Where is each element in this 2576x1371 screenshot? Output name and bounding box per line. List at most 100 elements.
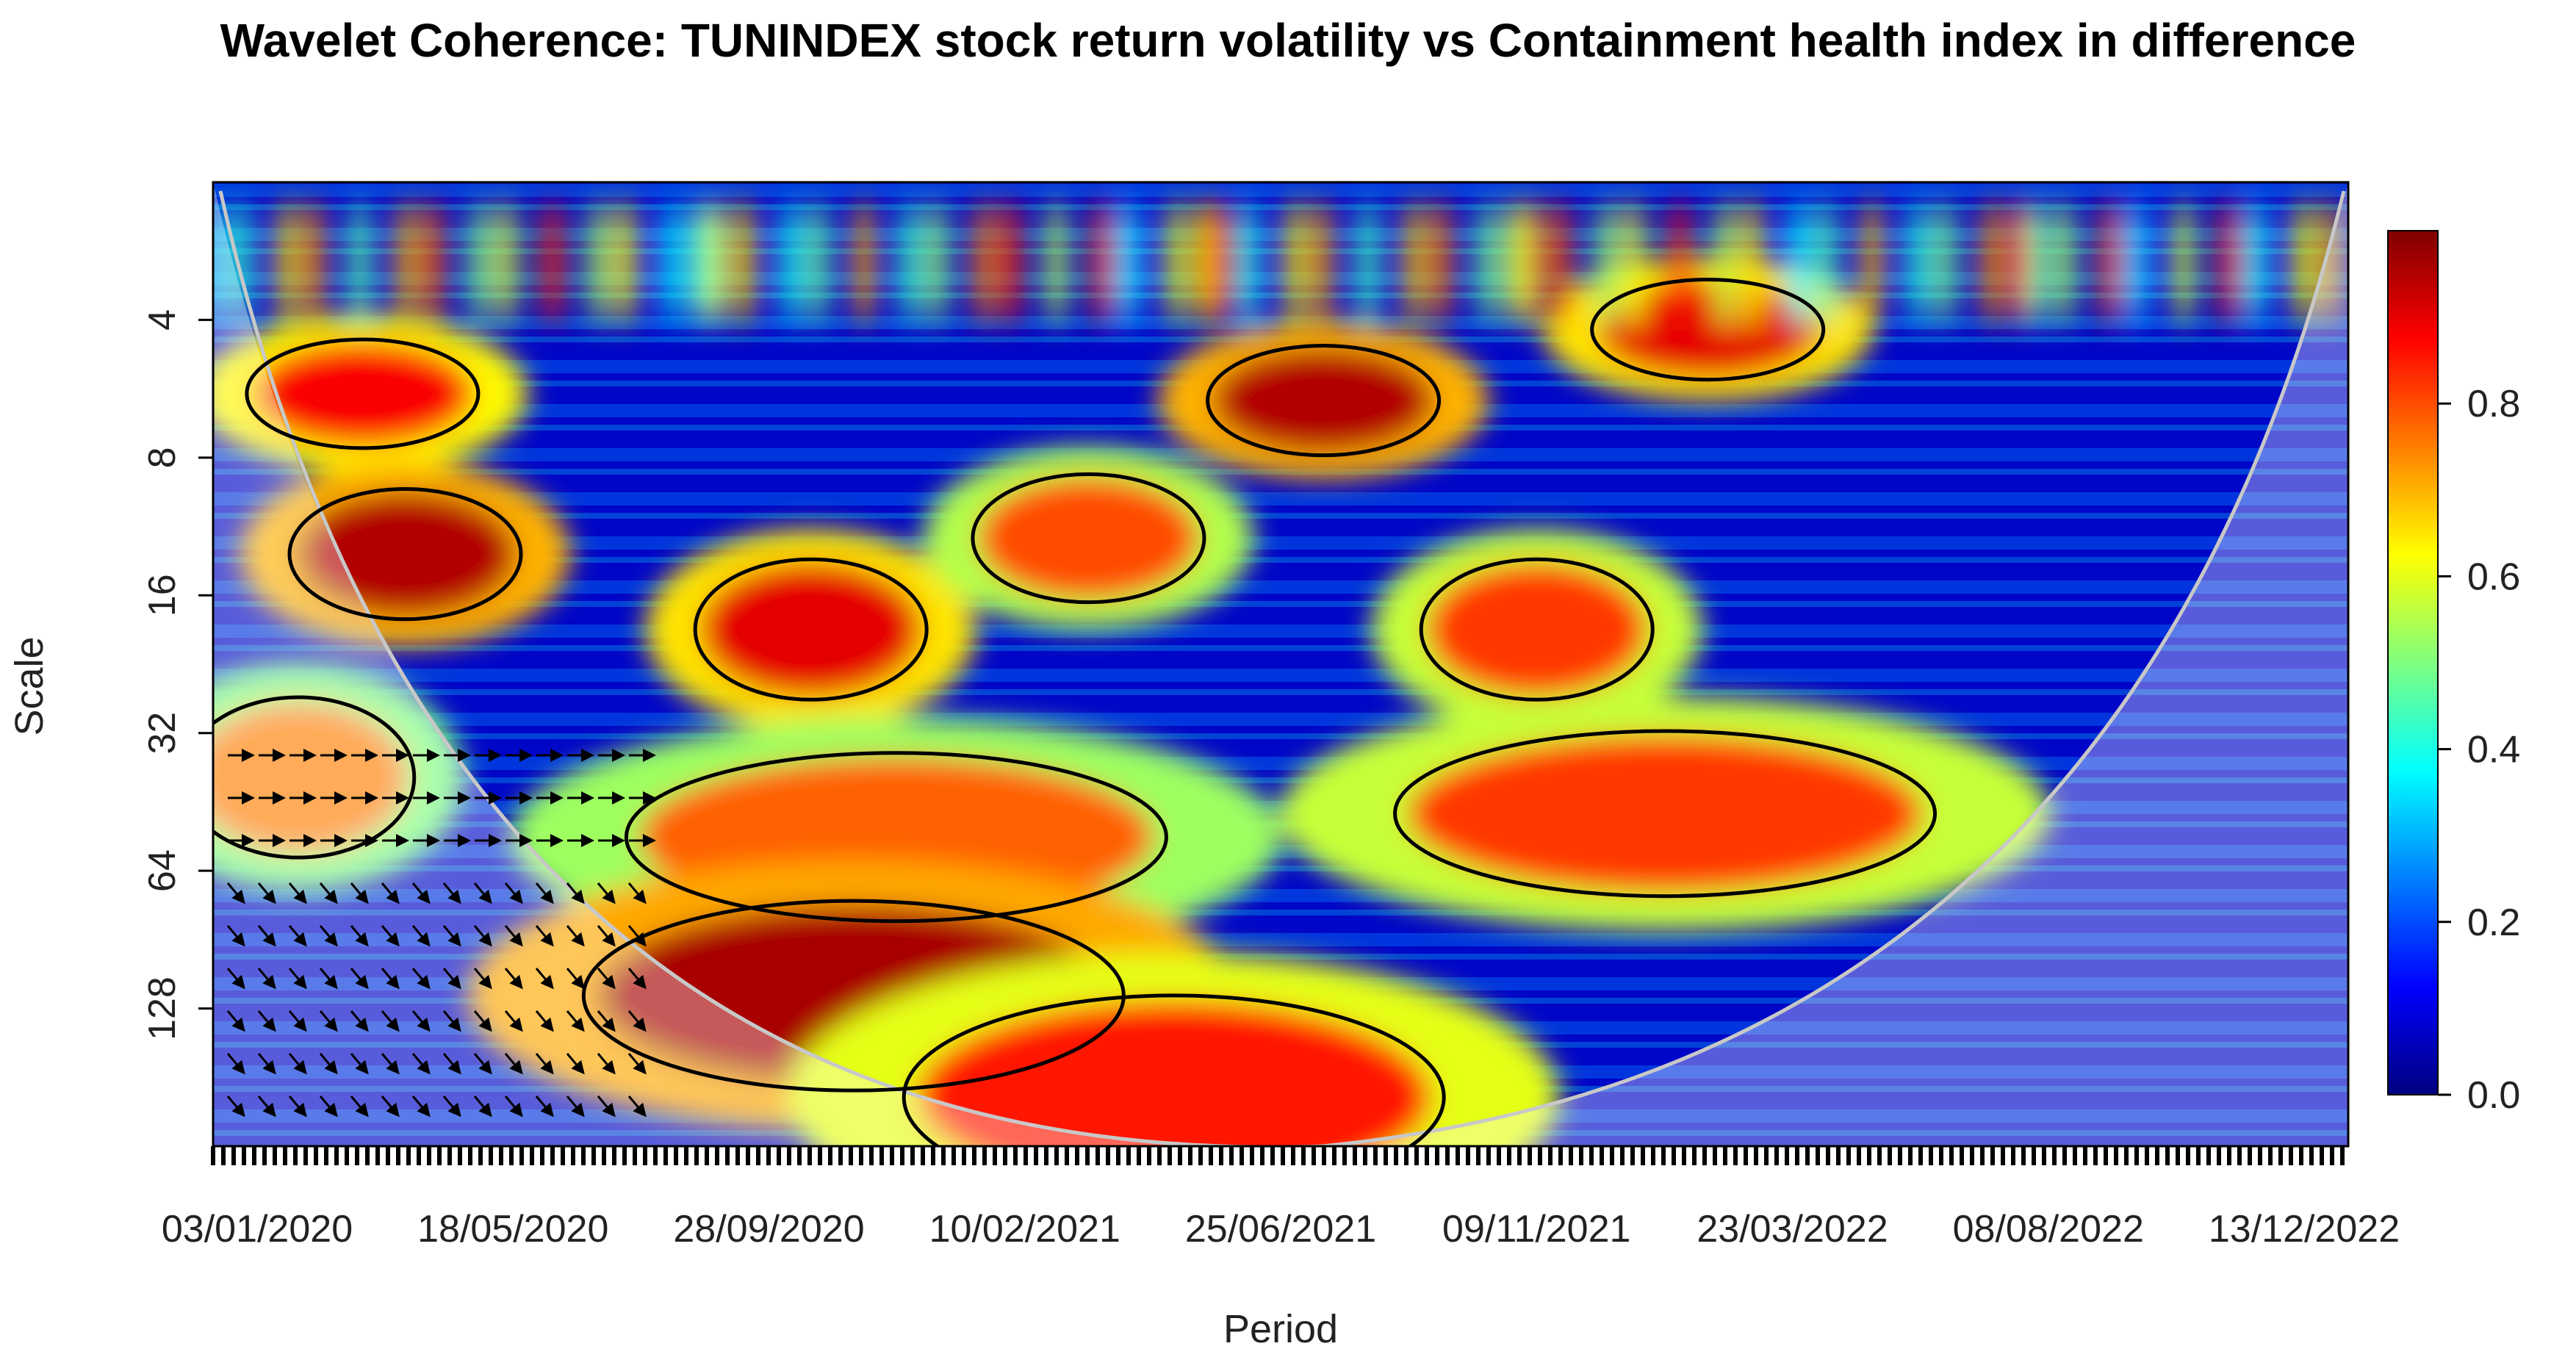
coherence-streak xyxy=(1742,196,1763,329)
phase-arrow xyxy=(566,882,585,904)
x-tick-label: 18/05/2020 xyxy=(417,1208,608,1251)
phase-arrow xyxy=(257,968,276,990)
coherence-streak xyxy=(2127,196,2148,329)
phase-arrow xyxy=(257,1010,276,1032)
phase-arrow xyxy=(442,968,461,990)
y-tick-label: 128 xyxy=(141,976,184,1040)
colorbar-tick-label: 0.4 xyxy=(2467,729,2520,771)
significance-contour xyxy=(1393,729,1938,899)
phase-arrow xyxy=(319,1095,338,1118)
coherence-streak xyxy=(2026,196,2047,329)
y-tick-label: 8 xyxy=(141,447,184,468)
phase-arrow xyxy=(566,1053,585,1075)
coherence-streak xyxy=(1935,196,1956,329)
phase-arrow xyxy=(350,1095,369,1118)
coherence-region xyxy=(295,492,516,616)
y-axis-label: Scale xyxy=(7,636,51,736)
coherence-streak xyxy=(395,196,416,329)
phase-arrow xyxy=(319,968,338,990)
coherence-streak xyxy=(1980,196,2001,329)
phase-arrow xyxy=(535,925,554,947)
coherence-streak xyxy=(1669,196,1690,329)
phase-arrow xyxy=(350,925,369,947)
coherence-streak xyxy=(2054,196,2075,329)
coherence-streak xyxy=(899,196,920,329)
phase-arrow xyxy=(288,925,307,947)
x-tick-label: 25/06/2021 xyxy=(1185,1208,1376,1251)
coherence-streak xyxy=(1595,196,1616,329)
coherence-streak xyxy=(1357,196,1378,329)
coherence-streak xyxy=(2173,196,2194,329)
significance-contour xyxy=(287,487,523,622)
coherence-streak xyxy=(1861,196,1882,329)
phase-arrow xyxy=(597,925,616,947)
significance-contour xyxy=(213,695,417,860)
phase-arrow xyxy=(627,925,647,947)
chart-title: Wavelet Coherence: TUNINDEX stock return… xyxy=(220,14,2356,67)
coherence-streak xyxy=(1119,196,1140,329)
phase-arrow xyxy=(226,882,245,904)
coherence-streak xyxy=(706,196,727,329)
phase-arrow xyxy=(257,1053,276,1075)
phase-arrow xyxy=(473,968,492,990)
phase-arrow xyxy=(535,882,554,904)
coherence-streak xyxy=(807,196,829,329)
phase-arrow xyxy=(442,1010,461,1032)
coherence-streak xyxy=(1091,196,1112,329)
heatmap-area xyxy=(213,182,2348,1146)
phase-arrow xyxy=(350,968,369,990)
coherence-streak xyxy=(853,196,874,329)
coherence-streak xyxy=(496,196,517,329)
colorbar-axis: 0.0 0.2 0.4 0.6 0.8 xyxy=(2438,383,2520,1117)
phase-arrow xyxy=(473,1095,492,1118)
coherence-streak xyxy=(2218,196,2239,329)
significance-contour xyxy=(1206,343,1442,458)
phase-arrow xyxy=(319,1053,338,1075)
phase-arrow xyxy=(473,925,492,947)
coherence-streak xyxy=(1550,196,1571,329)
coherence-streak xyxy=(1522,196,1543,329)
x-axis: 03/01/2020 18/05/2020 28/09/2020 10/02/2021… xyxy=(162,1208,2400,1251)
phase-arrow xyxy=(535,1095,554,1118)
coherence-streak xyxy=(1788,196,1809,329)
significance-contour xyxy=(1419,557,1655,702)
coherence-streak xyxy=(1403,196,1424,329)
phase-arrow xyxy=(627,1095,647,1118)
coherence-streak xyxy=(2292,196,2313,329)
coherence-streak xyxy=(1238,196,1259,329)
coherence-streak xyxy=(1210,196,1231,329)
coherence-streak xyxy=(542,196,563,329)
coherence-streak xyxy=(688,196,710,329)
coherence-streak xyxy=(1816,196,1837,329)
coherence-streak xyxy=(422,196,444,329)
phase-arrow xyxy=(504,882,523,904)
phase-arrow xyxy=(319,882,338,904)
coherence-region xyxy=(252,342,473,446)
phase-arrow xyxy=(226,1053,245,1075)
coherence-streak xyxy=(972,196,993,329)
coherence-streak xyxy=(1312,196,1333,329)
coherence-region xyxy=(1597,281,1818,378)
phase-arrow xyxy=(442,1053,461,1075)
coherence-region xyxy=(916,1000,1431,1146)
phase-arrow xyxy=(350,1010,369,1032)
significance-contour xyxy=(902,993,1446,1146)
phase-arrow xyxy=(226,1010,245,1032)
phase-arrow xyxy=(288,968,307,990)
significance-contour xyxy=(245,337,481,450)
coherence-streak xyxy=(1284,196,1305,329)
coherence-streak xyxy=(2246,196,2267,329)
cone-of-influence-line xyxy=(218,190,2346,1146)
colorbar xyxy=(2387,230,2439,1095)
x-tick-label: 23/03/2022 xyxy=(1697,1208,1888,1251)
phase-arrow xyxy=(627,968,647,990)
phase-arrow xyxy=(350,882,369,904)
coherence-region xyxy=(978,477,1199,600)
coherence-streak xyxy=(661,196,682,329)
phase-arrow xyxy=(411,1010,431,1032)
phase-arrow xyxy=(473,882,492,904)
significance-contour xyxy=(971,472,1206,605)
colorbar-tick-label: 0.8 xyxy=(2467,383,2520,425)
phase-arrow xyxy=(627,1010,647,1032)
